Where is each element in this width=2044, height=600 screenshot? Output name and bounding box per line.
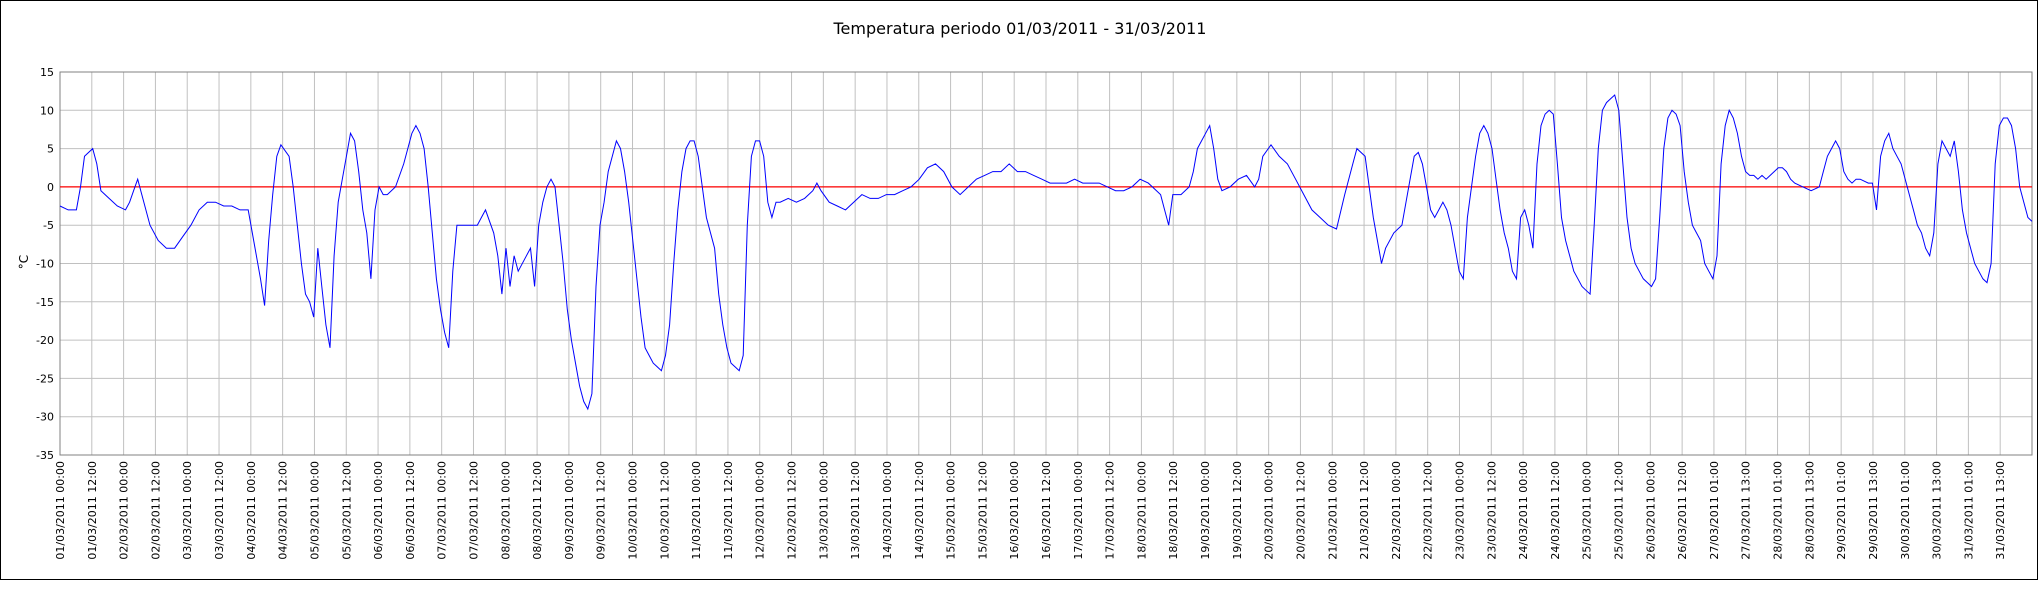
x-tick-label: 16/03/2011 12:00 — [1040, 461, 1053, 560]
x-tick-label: 22/03/2011 00:00 — [1390, 461, 1403, 560]
x-tick-label: 29/03/2011 13:00 — [1867, 461, 1880, 560]
x-tick-label: 15/03/2011 00:00 — [945, 461, 958, 560]
x-tick-label: 09/03/2011 00:00 — [563, 461, 576, 560]
x-tick-label: 03/03/2011 12:00 — [213, 461, 226, 560]
x-tick-label: 17/03/2011 00:00 — [1072, 461, 1085, 560]
x-tick-label: 29/03/2011 01:00 — [1835, 461, 1848, 560]
x-tick-label: 10/03/2011 00:00 — [627, 461, 640, 560]
y-axis-ticks: 15 10 5 0 -5 -10 -15 -20 -25 -30 -35 — [36, 66, 54, 462]
x-tick-label: 04/03/2011 12:00 — [277, 461, 290, 560]
x-tick-label: 28/03/2011 01:00 — [1772, 461, 1785, 560]
x-tick-label: 14/03/2011 00:00 — [881, 461, 894, 560]
x-tick-label: 02/03/2011 12:00 — [149, 461, 162, 560]
series-line-temperature — [59, 94, 2033, 411]
x-tick-label: 31/03/2011 01:00 — [1962, 461, 1975, 560]
x-tick-label: 15/03/2011 12:00 — [976, 461, 989, 560]
x-tick-label: 25/03/2011 12:00 — [1613, 461, 1626, 560]
chart-frame — [0, 0, 2038, 580]
x-tick-label: 20/03/2011 00:00 — [1263, 461, 1276, 560]
x-tick-label: 13/03/2011 12:00 — [849, 461, 862, 560]
x-tick-label: 06/03/2011 00:00 — [372, 461, 385, 560]
x-tick-label: 12/03/2011 12:00 — [786, 461, 799, 560]
x-tick-label: 10/03/2011 12:00 — [658, 461, 671, 560]
x-tick-label: 09/03/2011 12:00 — [595, 461, 608, 560]
x-tick-label: 08/03/2011 00:00 — [499, 461, 512, 560]
chart-title: Temperatura periodo 01/03/2011 - 31/03/2… — [833, 19, 1207, 38]
x-tick-label: 23/03/2011 00:00 — [1453, 461, 1466, 560]
y-tick-label: 15 — [40, 66, 54, 79]
x-tick-label: 27/03/2011 01:00 — [1708, 461, 1721, 560]
plot-area-border — [59, 71, 2033, 456]
x-tick-label: 12/03/2011 00:00 — [754, 461, 767, 560]
x-tick-label: 05/03/2011 00:00 — [308, 461, 321, 560]
x-tick-label: 04/03/2011 00:00 — [245, 461, 258, 560]
x-tick-label: 16/03/2011 00:00 — [1008, 461, 1021, 560]
x-tick-label: 18/03/2011 00:00 — [1135, 461, 1148, 560]
x-tick-label: 19/03/2011 12:00 — [1231, 461, 1244, 560]
x-tick-label: 23/03/2011 12:00 — [1485, 461, 1498, 560]
x-tick-label: 28/03/2011 13:00 — [1803, 461, 1816, 560]
x-tick-label: 24/03/2011 00:00 — [1517, 461, 1530, 560]
x-tick-label: 30/03/2011 01:00 — [1899, 461, 1912, 560]
x-tick-label: 02/03/2011 00:00 — [118, 461, 131, 560]
x-tick-label: 17/03/2011 12:00 — [1104, 461, 1117, 560]
x-tick-label: 24/03/2011 12:00 — [1549, 461, 1562, 560]
x-tick-label: 07/03/2011 12:00 — [467, 461, 480, 560]
x-tick-label: 30/03/2011 13:00 — [1931, 461, 1944, 560]
x-tick-label: 01/03/2011 12:00 — [86, 461, 99, 560]
x-tick-label: 14/03/2011 12:00 — [913, 461, 926, 560]
y-tick-label: -10 — [36, 258, 54, 271]
y-tick-label: -25 — [36, 372, 54, 385]
y-tick-label: 0 — [47, 181, 54, 194]
y-tick-label: -5 — [43, 219, 54, 232]
y-tick-label: 10 — [40, 104, 54, 117]
x-tick-label: 19/03/2011 00:00 — [1199, 461, 1212, 560]
x-tick-label: 11/03/2011 00:00 — [690, 461, 703, 560]
y-tick-label: -20 — [36, 334, 54, 347]
x-axis-ticks: 01/03/2011 00:00 01/03/2011 12:00 02/03/20… — [54, 461, 2007, 560]
y-tick-label: -15 — [36, 296, 54, 309]
x-tick-label: 21/03/2011 00:00 — [1326, 461, 1339, 560]
x-tick-label: 26/03/2011 00:00 — [1644, 461, 1657, 560]
x-tick-label: 07/03/2011 00:00 — [436, 461, 449, 560]
x-tick-label: 27/03/2011 13:00 — [1740, 461, 1753, 560]
x-tick-label: 20/03/2011 12:00 — [1294, 461, 1307, 560]
x-tick-label: 26/03/2011 12:00 — [1676, 461, 1689, 560]
x-tick-label: 08/03/2011 12:00 — [531, 461, 544, 560]
y-tick-label: 5 — [47, 143, 54, 156]
x-tick-label: 25/03/2011 00:00 — [1581, 461, 1594, 560]
y-tick-label: -35 — [36, 449, 54, 462]
y-tick-label: -30 — [36, 411, 54, 424]
x-tick-label: 03/03/2011 00:00 — [181, 461, 194, 560]
x-tick-label: 31/03/2011 13:00 — [1994, 461, 2007, 560]
x-tick-label: 18/03/2011 12:00 — [1167, 461, 1180, 560]
x-tick-label: 01/03/2011 00:00 — [54, 461, 67, 560]
x-tick-label: 13/03/2011 00:00 — [817, 461, 830, 560]
y-axis-label: °C — [17, 255, 31, 269]
x-tick-label: 21/03/2011 12:00 — [1358, 461, 1371, 560]
x-tick-label: 05/03/2011 12:00 — [340, 461, 353, 560]
x-tick-label: 22/03/2011 12:00 — [1422, 461, 1435, 560]
x-tick-label: 06/03/2011 12:00 — [404, 461, 417, 560]
x-tick-label: 11/03/2011 12:00 — [722, 461, 735, 560]
